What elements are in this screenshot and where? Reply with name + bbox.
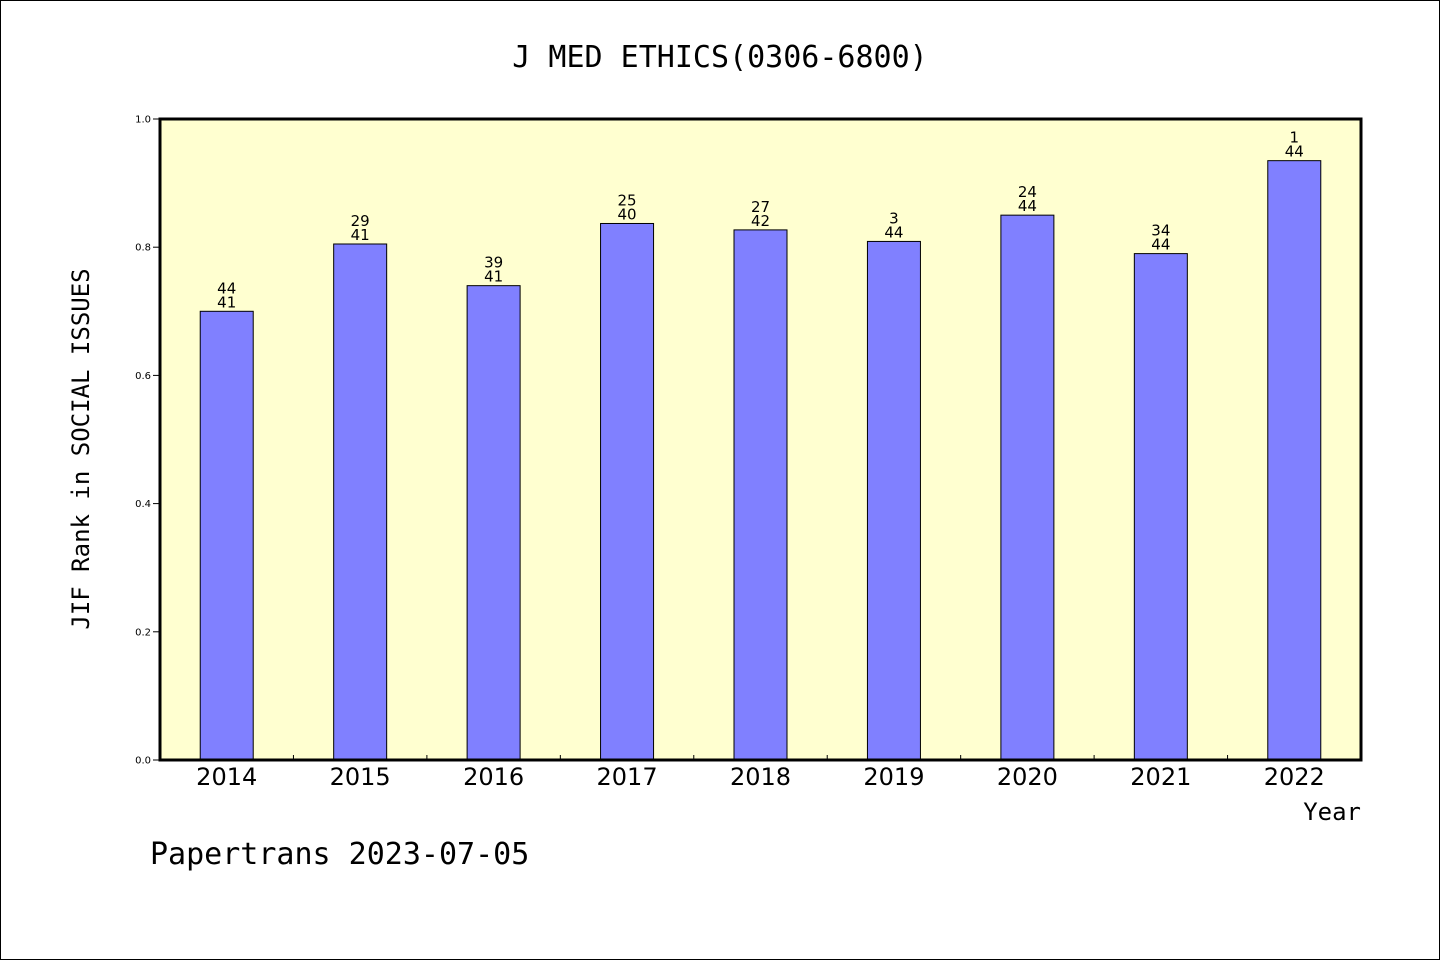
bar-2014 [199,310,254,761]
y-tick-label: 0.4 [135,499,151,510]
y-axis-label: JIF Rank in SOCIAL ISSUES [67,268,95,629]
x-tick-label: 2015 [330,763,391,791]
bars [199,160,1322,761]
bar-data-label: 44 [217,279,236,297]
bar-2022 [1267,160,1322,761]
bar-data-label: 39 [484,254,503,272]
bar-data-label: 42 [751,212,770,230]
x-axis: 2014 2015 2016 2017 2018 2019 2020 2021 2022 [196,755,1325,791]
bar-data-label: 24 [1018,183,1037,201]
bar-2015 [333,243,388,761]
y-tick-label: 0.8 [135,243,151,254]
x-axis-label: Year [1303,798,1361,826]
bar-data-label: 44 [1018,197,1037,215]
bar-data-label: 25 [618,191,637,209]
x-tick-label: 2019 [863,763,924,791]
plot-border [158,117,1363,762]
x-tick-label: 2014 [196,763,257,791]
y-tick-label: 0.2 [135,627,151,638]
bar-data-label: 44 [884,223,903,241]
bar-2019 [866,240,921,761]
bar-data-label: 41 [217,293,236,311]
y-tick-label: 1.0 [135,115,151,126]
x-tick-label: 2016 [463,763,524,791]
footer-credit: Papertrans 2023-07-05 [150,837,529,872]
y-tick-label: 0.0 [135,756,151,767]
bar-data-label: 29 [351,212,370,230]
bar-data-label: 41 [484,268,503,286]
bar-data-label: 41 [351,226,370,244]
x-tick-label: 2018 [730,763,791,791]
bar-2021 [1133,253,1188,761]
y-axis: 0.0 0.2 0.4 0.6 0.8 1.0 [135,115,160,767]
bar-data-label: 40 [618,205,637,223]
bar-data-label: 27 [751,198,770,216]
bar-2020 [1000,214,1055,761]
bar-2018 [733,229,788,761]
x-tick-label: 2017 [597,763,658,791]
x-tick-label: 2021 [1130,763,1191,791]
bar-2016 [466,285,521,761]
chart-title: J MED ETHICS(0306-6800) [512,40,927,75]
x-tick-label: 2022 [1264,763,1325,791]
bar-data-label: 34 [1151,222,1170,240]
bar-data-label: 44 [1151,236,1170,254]
bar-2017 [600,222,655,761]
x-tick-label: 2020 [997,763,1058,791]
bar-data-label: 44 [1285,143,1304,161]
bar-data-label: 3 [889,209,899,227]
y-tick-label: 0.6 [135,371,151,382]
bar-data-label: 1 [1290,129,1300,147]
